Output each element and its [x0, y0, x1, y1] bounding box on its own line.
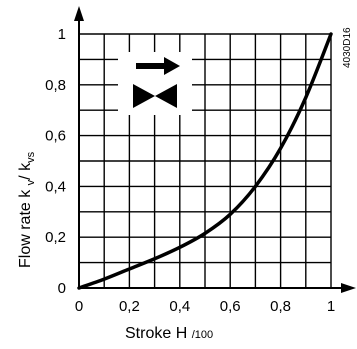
flow-curve-line [77, 32, 333, 290]
valve-symbol-box [118, 52, 192, 115]
flow-direction-arrow-icon [136, 57, 180, 75]
y-tick-label: 0,4 [45, 178, 66, 195]
x-tick-label: 1 [327, 298, 335, 315]
y-tick-labels: 0 0,2 0,4 0,6 0,8 1 [45, 26, 66, 297]
x-tick-label: 0,4 [169, 298, 190, 315]
x-axis-title: Stroke H /100 [125, 325, 213, 342]
x-tick-label: 0,6 [220, 298, 241, 315]
x-tick-label: 0,8 [270, 298, 291, 315]
y-tick-label: 0 [58, 280, 66, 297]
axes [74, 6, 356, 293]
valve-symbol-icon [133, 84, 177, 108]
y-tick-label: 0,2 [45, 229, 66, 246]
y-axis-arrow-icon [74, 6, 84, 21]
x-tick-label: 0,2 [119, 298, 140, 315]
x-tick-label: 0 [75, 298, 83, 315]
x-tick-labels: 0 0,2 0,4 0,6 0,8 1 [75, 298, 335, 315]
y-axis-title: Flow rate k v/ kvs [17, 151, 37, 268]
series-layer [77, 32, 333, 290]
figure-code: 4030D16 [342, 27, 353, 68]
grid [78, 33, 332, 289]
symbol-background [118, 52, 192, 115]
y-tick-label: 0,6 [45, 128, 66, 145]
y-tick-label: 0,8 [45, 77, 66, 94]
x-axis-arrow-icon [341, 283, 356, 293]
y-tick-label: 1 [58, 26, 66, 43]
